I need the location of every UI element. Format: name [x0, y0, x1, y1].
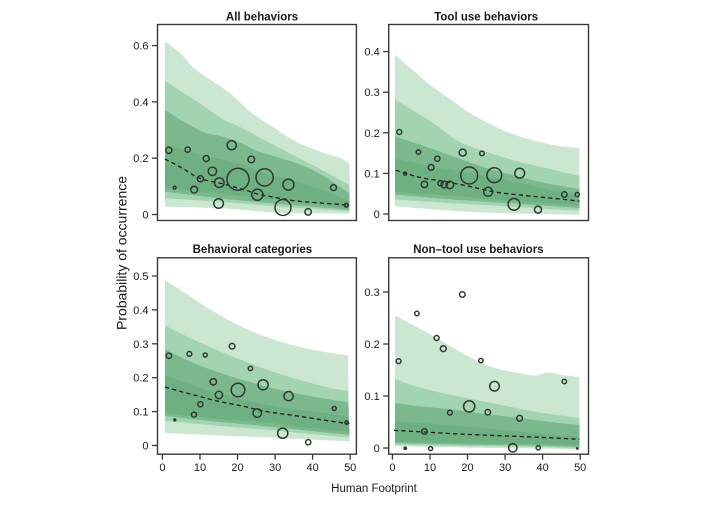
svg-text:0.2: 0.2 — [364, 339, 379, 351]
svg-text:0.2: 0.2 — [364, 128, 379, 140]
svg-text:30: 30 — [269, 462, 281, 474]
svg-text:Probability of occurrence: Probability of occurrence — [114, 176, 130, 330]
svg-text:10: 10 — [194, 462, 206, 474]
svg-text:0: 0 — [389, 462, 395, 474]
svg-text:20: 20 — [461, 462, 473, 474]
svg-text:0.1: 0.1 — [364, 168, 379, 180]
svg-text:0.3: 0.3 — [364, 287, 379, 299]
svg-text:0.4: 0.4 — [133, 305, 148, 317]
svg-text:Tool use behaviors: Tool use behaviors — [434, 11, 538, 23]
svg-text:0.5: 0.5 — [133, 271, 148, 283]
svg-text:50: 50 — [574, 462, 586, 474]
svg-text:30: 30 — [499, 462, 511, 474]
svg-text:0.3: 0.3 — [133, 339, 148, 351]
svg-text:0.6: 0.6 — [133, 41, 148, 53]
svg-text:0.3: 0.3 — [364, 87, 379, 99]
svg-text:0.1: 0.1 — [133, 407, 148, 419]
svg-text:0: 0 — [159, 462, 165, 474]
svg-text:0: 0 — [142, 441, 148, 453]
svg-text:Human Footprint: Human Footprint — [331, 483, 417, 495]
svg-text:0: 0 — [374, 209, 380, 221]
svg-text:Non–tool use behaviors: Non–tool use behaviors — [413, 244, 543, 256]
svg-text:0.4: 0.4 — [133, 97, 148, 109]
svg-text:20: 20 — [231, 462, 243, 474]
svg-text:0.2: 0.2 — [133, 153, 148, 165]
svg-text:0.2: 0.2 — [133, 373, 148, 385]
svg-text:0: 0 — [374, 443, 380, 455]
svg-text:0: 0 — [142, 210, 148, 222]
svg-text:40: 40 — [306, 462, 318, 474]
svg-text:Behavioral categories: Behavioral categories — [193, 244, 313, 256]
svg-text:40: 40 — [536, 462, 548, 474]
svg-text:10: 10 — [424, 462, 436, 474]
svg-text:0.1: 0.1 — [364, 391, 379, 403]
svg-text:0.4: 0.4 — [364, 47, 379, 59]
svg-text:All behaviors: All behaviors — [226, 11, 298, 23]
svg-text:50: 50 — [344, 462, 356, 474]
